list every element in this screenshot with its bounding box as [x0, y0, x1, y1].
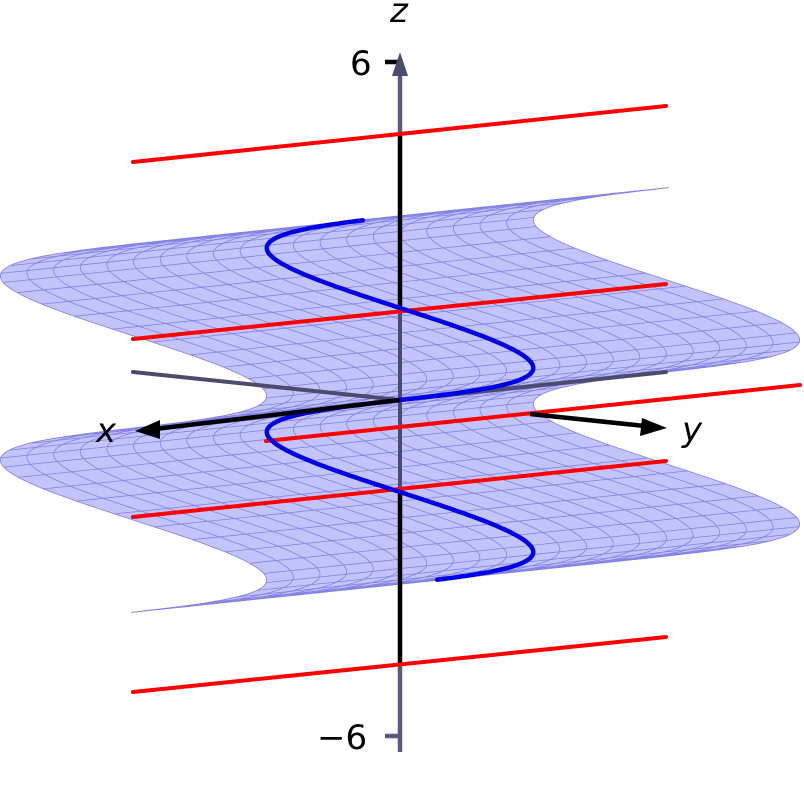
x-axis-back	[131, 370, 402, 402]
x-axis-front	[154, 397, 401, 432]
ruling-line-1	[131, 104, 668, 164]
x-arrowhead	[135, 420, 160, 439]
axes-front	[154, 397, 646, 432]
y-axis-label: y	[681, 410, 703, 450]
z-axis-label: z	[389, 0, 409, 31]
z-arrowhead	[392, 52, 408, 76]
x-axis-label: x	[95, 411, 117, 451]
ruling-line-4	[131, 459, 668, 519]
z-axis	[385, 59, 403, 752]
z-tick-label-top: 6	[350, 44, 372, 84]
y-arrowhead	[640, 418, 667, 436]
ruling-line-5	[131, 635, 668, 694]
z-tick-label-bottom: −6	[317, 718, 367, 758]
ruling-line-2	[131, 282, 668, 341]
y-axis-front	[529, 411, 646, 429]
